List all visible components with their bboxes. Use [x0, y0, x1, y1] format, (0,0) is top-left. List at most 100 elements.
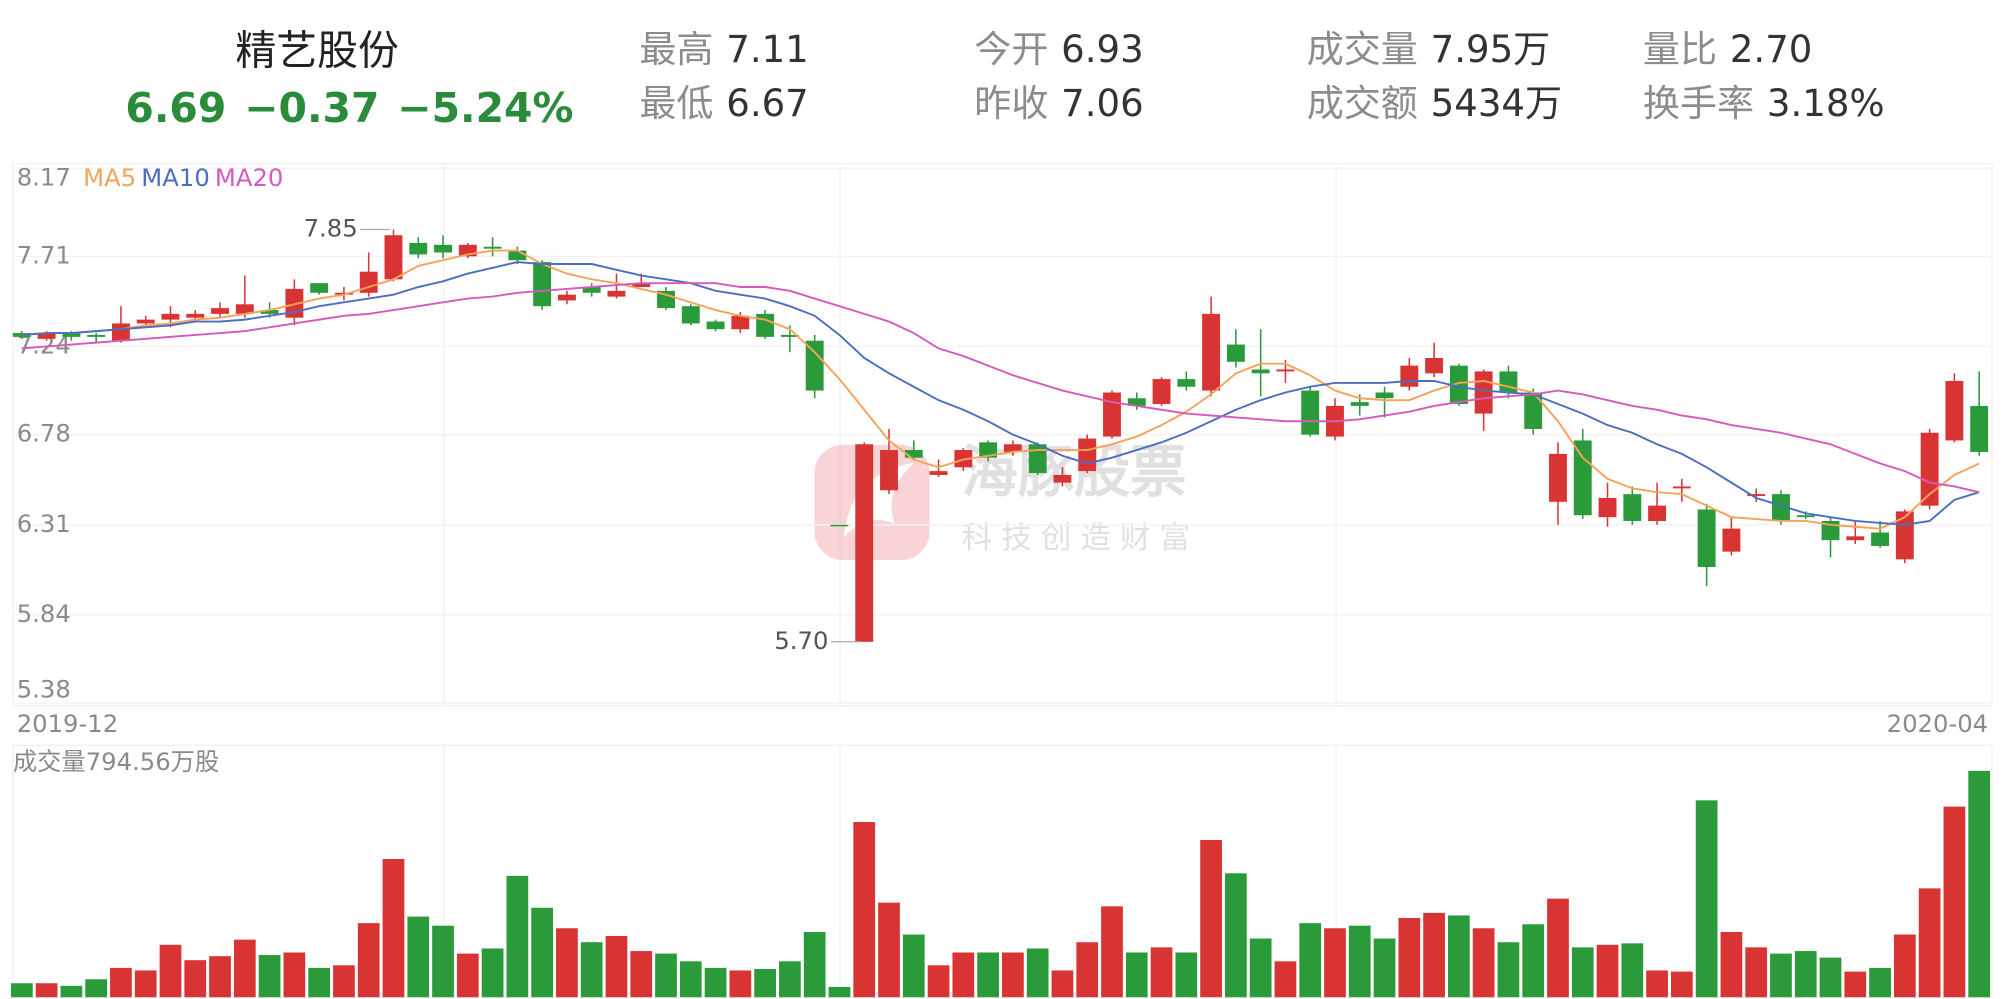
volume-bar [704, 967, 727, 998]
candle-body [1177, 379, 1196, 387]
quote: 成交量 7.95万 [1307, 28, 1551, 71]
volume-bar [1373, 938, 1396, 998]
legend-entry: MA5 [83, 163, 136, 192]
candle-body [111, 323, 130, 341]
volume-bar [1423, 912, 1445, 998]
candle-body [904, 450, 923, 458]
volume-bar [1472, 928, 1495, 998]
candle-body [805, 340, 824, 391]
volume-bar [1968, 770, 1991, 998]
candle-body [880, 450, 898, 491]
candle-body [1524, 392, 1543, 429]
candle-body [1226, 344, 1245, 362]
candle-body [434, 244, 452, 253]
y-tick-label: 8.17 [17, 162, 71, 191]
candle-body [508, 250, 527, 261]
volume-bar [679, 961, 702, 998]
volume-bar [382, 859, 405, 998]
candle-body [1623, 494, 1642, 521]
candle-body [1772, 494, 1790, 521]
volume-bar [60, 985, 83, 998]
volume-bar [283, 952, 306, 998]
price: 6.69 [125, 84, 226, 132]
candle-body [1375, 392, 1394, 399]
volume-bar [952, 952, 975, 998]
candle-body [1871, 532, 1890, 546]
volume-bar [1447, 915, 1470, 998]
volume-bar [1125, 952, 1148, 998]
y-tick-label: 5.38 [17, 674, 71, 703]
candle-body [409, 242, 428, 255]
quote: 昨收 7.06 [974, 81, 1143, 124]
volume-bar [1225, 873, 1247, 998]
candle-body [1648, 505, 1667, 521]
volume-bar [1943, 806, 1966, 998]
y-tick-label: 5.84 [17, 599, 71, 628]
volume-bar [506, 875, 529, 998]
volume-bar [85, 979, 108, 998]
volume-bar [1200, 839, 1222, 998]
volume-bar [1596, 944, 1619, 998]
change: −0.37 [244, 84, 379, 132]
volume-bar [407, 916, 430, 998]
candle-body [830, 524, 849, 527]
y-tick-label: 6.31 [17, 509, 71, 538]
candle-body [260, 310, 279, 314]
quote-label: 量比 [1643, 28, 1717, 71]
candle-body [37, 333, 56, 339]
volume-bar [605, 935, 628, 998]
candle-body [557, 294, 576, 301]
candle-body [1573, 440, 1592, 516]
volume-bar [878, 902, 900, 998]
volume-bar [134, 970, 157, 998]
candle-body [1251, 369, 1270, 374]
candle-body [1103, 392, 1121, 437]
candle-body [1127, 398, 1146, 406]
volume-bar [853, 821, 876, 998]
candle-body [87, 334, 106, 337]
candle-body [384, 235, 403, 280]
candle-body [731, 315, 750, 330]
volume-bar [927, 965, 950, 998]
volume-bar [456, 953, 479, 998]
candle-body [607, 290, 626, 297]
volume-bar [1670, 971, 1693, 998]
volume-bar [729, 970, 752, 998]
watermark-slogan: 科技创造财富 [962, 521, 1200, 556]
volume-bar [902, 934, 925, 998]
quote-label: 今开 [974, 28, 1048, 71]
quote-value: 7.11 [726, 28, 809, 71]
price-line: 6.69 −0.37 −5.24% [125, 84, 573, 132]
volume-bar [1571, 947, 1594, 998]
volume-bar [110, 967, 132, 998]
volume-bar [1844, 971, 1867, 998]
candle-body [1672, 486, 1691, 489]
annotation: 5.70 [774, 626, 828, 655]
change-pct: −5.24% [397, 84, 573, 132]
volume-bar [1621, 943, 1644, 998]
candle-body [929, 471, 948, 475]
volume-bar [10, 983, 33, 998]
y-tick-label: 6.78 [17, 419, 71, 448]
quote-label: 成交额 [1307, 81, 1418, 124]
candle-body [1003, 444, 1022, 452]
quote-value: 3.18% [1767, 81, 1885, 124]
volume-bar [1076, 942, 1099, 998]
quote-label: 换手率 [1643, 81, 1754, 124]
volume-bar [1794, 951, 1817, 998]
quote-value: 6.67 [726, 81, 809, 124]
candle-body [855, 444, 874, 642]
volume-bar [1101, 906, 1123, 998]
candle-body [1078, 438, 1097, 472]
volume-bar [184, 960, 207, 998]
candle-body [1796, 515, 1815, 518]
candle-body [1598, 497, 1617, 518]
ma-line [21, 249, 1980, 530]
candle-body [1276, 369, 1295, 372]
candle-body [979, 442, 998, 458]
quote-label: 最高 [639, 28, 713, 71]
candle-body [1970, 405, 1989, 452]
volume-bar [655, 953, 677, 998]
